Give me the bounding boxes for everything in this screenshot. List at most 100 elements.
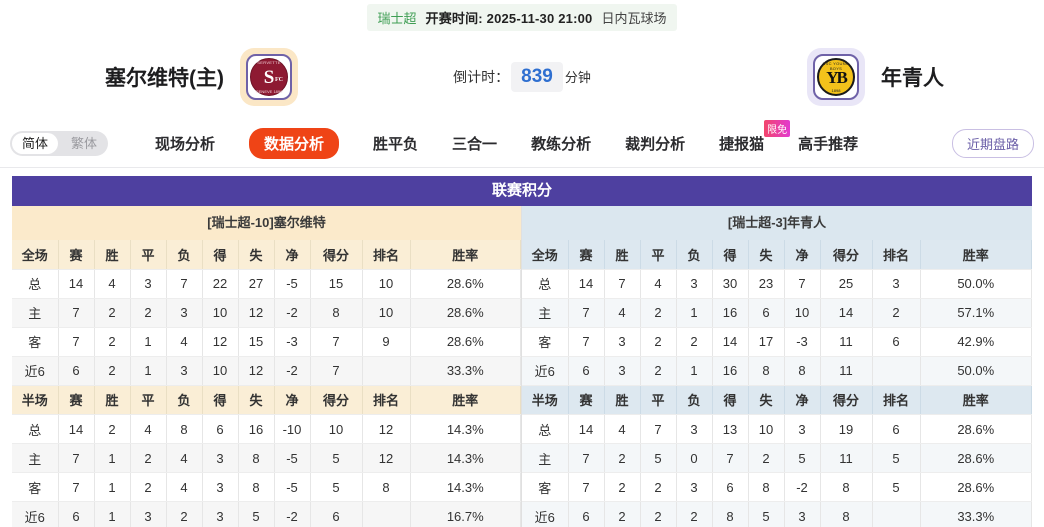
cell-2: 2 [640,327,677,357]
nav-item-7[interactable]: 高手推荐 [798,133,858,154]
home-crest-sub: FC [275,77,283,83]
cell-6: -2 [274,356,311,386]
cell-4: 6 [712,472,749,502]
cell-8: 12 [362,414,411,444]
home-standings-header: [瑞士超-10]塞尔维特 [12,206,521,240]
column-header-8: 得分 [310,240,363,270]
cell-0: 7 [58,327,95,357]
row-label: 客 [12,472,59,502]
cell-0: 14 [58,414,95,444]
nav-item-3[interactable]: 三合一 [452,133,497,154]
cell-1: 3 [604,356,641,386]
cell-3: 2 [676,501,713,527]
away-halftime-table: 半场赛胜平负得失净得分 排名 胜率总 14 4 7 3 13 10 3 19 6 28.6% 主 7 2 5 0 7… [522,385,1032,527]
column-header-2: 胜 [94,240,131,270]
cell-1: 4 [604,298,641,328]
venue-name: 日内瓦球场 [601,10,667,26]
cell-7: 25 [820,269,873,299]
home-team-block[interactable]: 塞尔维特(主) SERVETTE S FC GENEVE 1890 [105,48,298,106]
row-label: 主 [12,298,59,328]
cell-2: 1 [130,327,167,357]
cell-4: 10 [202,298,239,328]
cell-5: 10 [748,414,785,444]
away-team-block[interactable]: BSC YOUNG BOYS YB 1898 年青人 [807,48,944,106]
cell-5: 6 [748,298,785,328]
language-toggle[interactable]: 简体 繁体 [10,131,109,156]
lang-simplified[interactable]: 简体 [12,133,59,154]
cell-5: 2 [748,443,785,473]
cell-6: 3 [784,414,821,444]
cell-0: 7 [58,443,95,473]
kickoff-time: 开赛时间: 2025-11-30 21:00 [425,10,593,26]
cell-6: -3 [274,327,311,357]
cell-9: 57.1% [920,298,1032,328]
column-header-10: 胜率 [920,385,1032,415]
cell-1: 1 [94,443,131,473]
cell-7: 5 [310,472,363,502]
nav-item-1[interactable]: 数据分析 [249,128,340,159]
cell-7: 14 [820,298,873,328]
nav-item-list: 现场分析 数据分析 胜平负 三合一 教练分析 裁判分析 捷报猫 限免 高手推荐 [155,120,858,159]
cell-5: 8 [238,472,275,502]
cell-3: 1 [676,356,713,386]
cell-1: 2 [94,298,131,328]
league-tag: 瑞士超 [377,10,417,26]
nav-item-4[interactable]: 教练分析 [531,133,591,154]
column-header-8: 得分 [820,385,873,415]
cell-6: -2 [274,298,311,328]
cell-3: 4 [166,472,203,502]
recent-odds-button[interactable]: 近期盘路 [951,129,1034,158]
cell-4: 6 [202,414,239,444]
home-team-name: 塞尔维特(主) [105,67,224,90]
column-header-8: 得分 [310,385,363,415]
column-header-1: 赛 [568,385,605,415]
cell-4: 30 [712,269,749,299]
table-row: 近6 6 1 3 2 3 5 -2 6 16.7% [12,501,521,527]
countdown-value-box: 839 [511,62,563,92]
main-nav: 简体 繁体 现场分析 数据分析 胜平负 三合一 教练分析 裁判分析 捷报猫 限免 高手推荐 近期… [0,120,1044,168]
nav-item-label: 裁判分析 [625,136,686,153]
nav-item-0[interactable]: 现场分析 [155,133,215,154]
league-standings-panel: 联赛积分 [瑞士超-10]塞尔维特 全场赛胜平负得失净得分 排名 胜率总 14 4 3 7 2… [12,176,1032,527]
nav-item-5[interactable]: 裁判分析 [625,133,685,154]
cell-7: 7 [310,356,363,386]
cell-9: 14.3% [410,472,521,502]
cell-9: 28.6% [920,472,1032,502]
cell-6: -5 [274,269,311,299]
table-row: 客 7 2 1 4 12 15 -3 7 9 28.6% [12,327,521,357]
cell-2: 4 [130,414,167,444]
nav-item-6[interactable]: 捷报猫 限免 [719,120,791,154]
countdown-label: 倒计时： [453,69,510,85]
home-crest-ring-bottom: GENEVE 1890 [255,89,283,94]
cell-3: 4 [166,327,203,357]
column-header-2: 胜 [94,385,131,415]
away-fulltime-table: 全场赛胜平负得失净得分 排名 胜率总 14 7 4 3 30 23 7 25 3 50.0% 主 7 4 2 1 1… [522,240,1032,386]
cell-1: 2 [94,414,131,444]
lang-traditional[interactable]: 繁体 [71,136,98,151]
cell-6: 10 [784,298,821,328]
cell-2: 2 [130,472,167,502]
cell-5: 5 [238,501,275,527]
nav-item-label: 胜平负 [373,136,419,153]
cell-0: 7 [568,327,605,357]
row-label: 主 [522,443,569,473]
row-label: 客 [12,327,59,357]
cell-9: 28.6% [410,298,521,328]
column-header-1: 赛 [58,240,95,270]
nav-item-2[interactable]: 胜平负 [373,133,418,154]
table-header-row: 半场赛胜平负得失净得分 排名 胜率 [522,385,1032,415]
cell-8: 10 [362,269,411,299]
panel-title: 联赛积分 [12,176,1032,206]
table-row: 主 7 4 2 1 16 6 10 14 2 57.1% [522,298,1032,328]
home-fulltime-table: 全场赛胜平负得失净得分 排名 胜率总 14 4 3 7 22 27 -5 15 10 28.6% 主 7 2 2… [12,240,521,386]
table-row: 主 7 2 2 3 10 12 -2 8 10 28.6% [12,298,521,328]
table-row: 客 7 2 2 3 6 8 -2 8 5 28.6% [522,472,1032,502]
cell-0: 14 [58,269,95,299]
row-label: 主 [12,443,59,473]
cell-0: 6 [568,501,605,527]
cell-6: 8 [784,356,821,386]
cell-0: 7 [568,443,605,473]
cell-8: 10 [362,298,411,328]
cell-1: 2 [604,472,641,502]
table-row: 总 14 4 7 3 13 10 3 19 6 28.6% [522,414,1032,444]
